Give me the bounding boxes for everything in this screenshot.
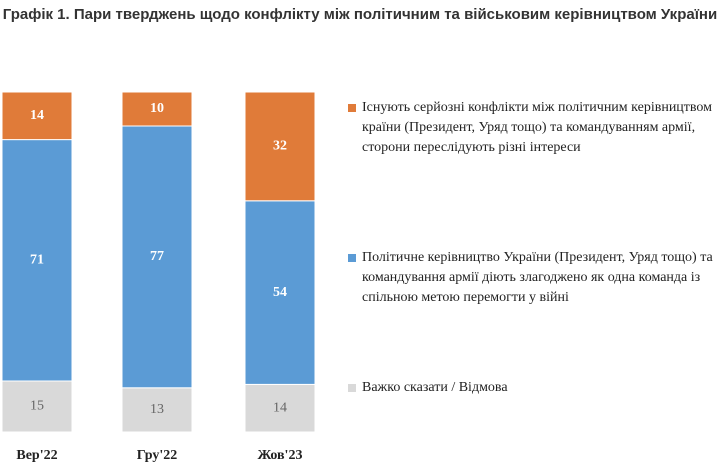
data-label: 13 [150,402,164,417]
legend-item: Важко сказати / Відмова [348,378,717,398]
data-label: 10 [150,101,164,116]
data-label: 32 [273,139,287,154]
legend-label: Важко сказати / Відмова [362,380,508,395]
bar-segment [1,139,73,382]
legend-label: Існують серйозні конфлікти між політични… [362,100,713,155]
legend-swatch [348,384,356,392]
x-tick-label: Вер'22 [16,448,57,463]
data-label: 71 [30,253,44,268]
legend-label: Політичне керівництво України (Президент… [362,250,713,305]
data-label: 77 [150,249,164,264]
bar-segment [244,200,316,385]
data-label: 14 [30,108,44,123]
bar-segment [244,91,316,202]
bar-segment [121,125,193,389]
x-tick-label: Жов'23 [258,448,303,463]
data-label: 15 [30,399,44,414]
bar-segment [1,380,73,433]
legend-item: Політичне керівництво України (Президент… [348,248,717,308]
bar-segment [121,387,193,433]
legend-swatch [348,104,356,112]
bar-segment [121,91,193,127]
data-label: 14 [273,400,287,415]
bar-segment [1,91,73,141]
chart-title: Графік 1. Пари тверджень щодо конфлікту … [2,6,718,23]
legend-swatch [348,254,356,262]
data-label: 54 [273,285,287,300]
x-tick-label: Гру'22 [137,448,178,463]
legend-item: Існують серйозні конфлікти між політични… [348,98,717,158]
bar-segment [244,383,316,433]
